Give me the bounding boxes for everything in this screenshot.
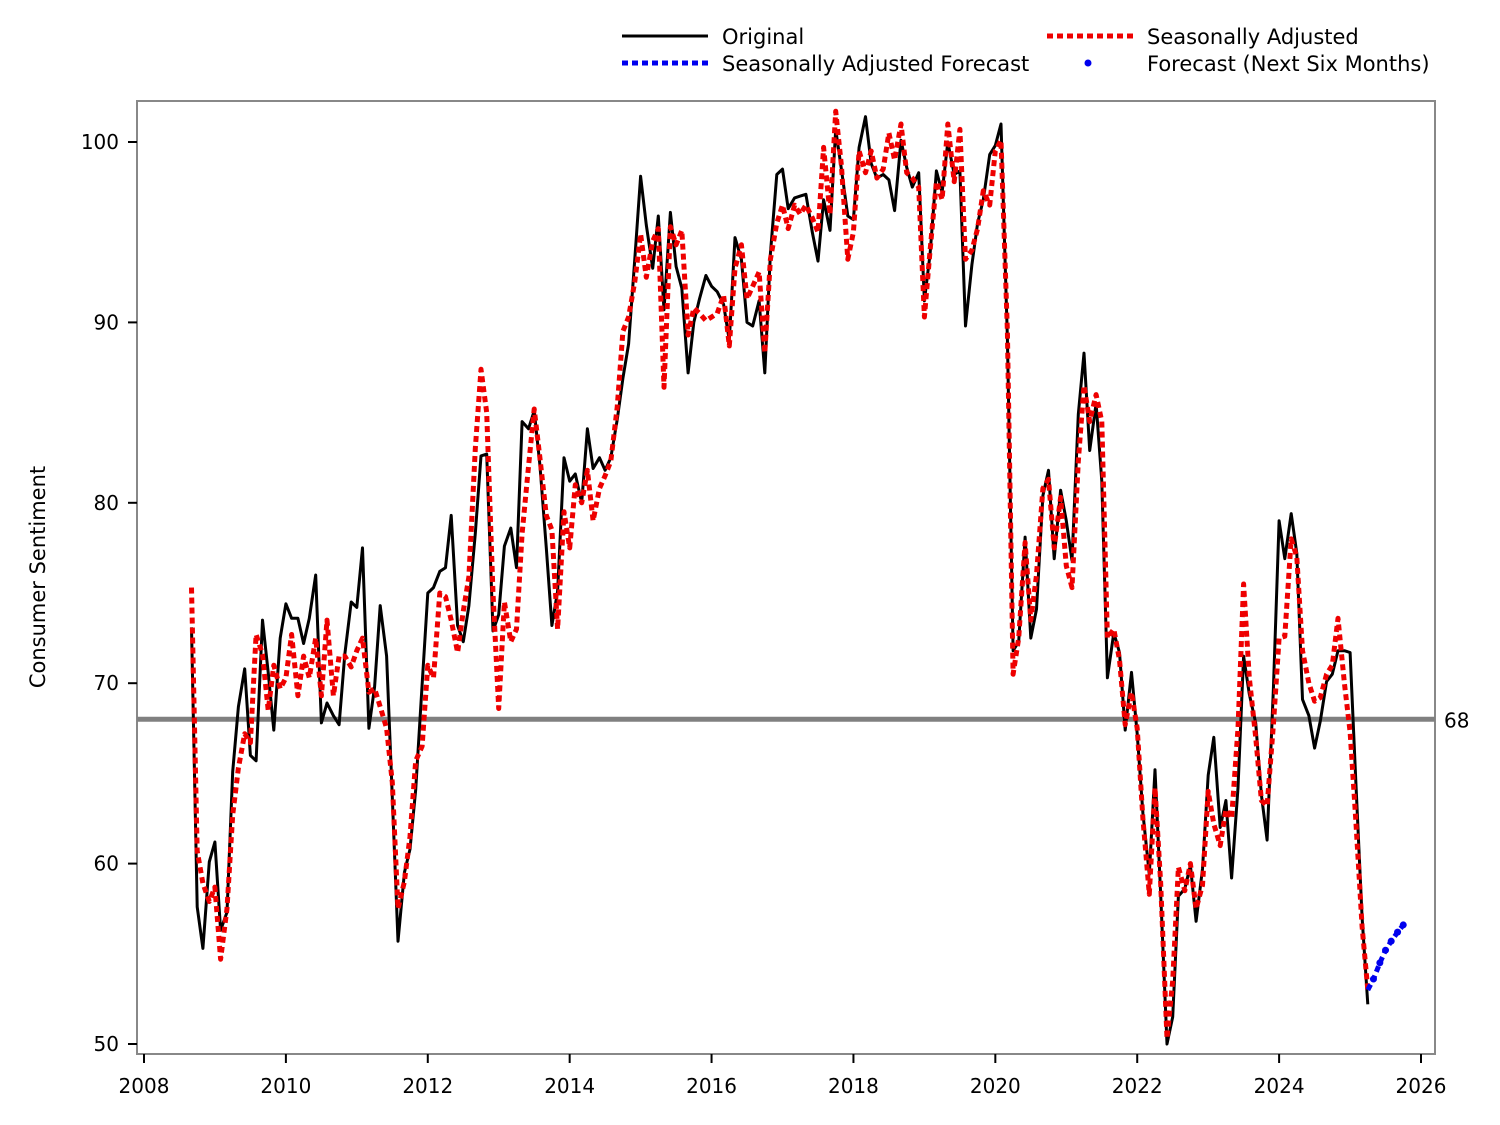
forecast-point (1399, 921, 1407, 929)
y-tick-label: 50 (94, 1032, 119, 1056)
legend: Original Seasonally Adjusted Seasonally … (622, 25, 1430, 76)
reference-line-group: 68 (137, 708, 1469, 732)
x-tick-label: 2024 (1254, 1074, 1305, 1098)
y-tick-label: 60 (94, 852, 119, 876)
reference-line-label: 68 (1444, 708, 1469, 732)
y-tick-label: 100 (81, 130, 119, 154)
x-tick-label: 2018 (828, 1074, 879, 1098)
series-group (189, 108, 1407, 1046)
legend-label-forecast-six-months: Forecast (Next Six Months) (1147, 52, 1430, 76)
x-tick-label: 2008 (119, 1074, 170, 1098)
forecast-point (1382, 946, 1390, 954)
forecast-point (1376, 959, 1384, 967)
x-tick-label: 2014 (544, 1074, 595, 1098)
x-tick-label: 2016 (686, 1074, 737, 1098)
y-axis: 50 60 70 80 90 100 (81, 130, 137, 1056)
plot-frame (136, 100, 1436, 1055)
series-seasonally-adjusted-line (189, 108, 1371, 1042)
forecast-point (1369, 975, 1377, 983)
y-axis-title: Consumer Sentiment (26, 466, 50, 688)
legend-label-original: Original (722, 25, 804, 49)
x-tick-label: 2012 (402, 1074, 453, 1098)
x-tick-label: 2026 (1396, 1074, 1447, 1098)
forecast-point (1394, 928, 1402, 936)
series-original-line (190, 115, 1370, 1046)
forecast-point (1387, 937, 1395, 945)
y-tick-label: 80 (94, 491, 119, 515)
x-tick-label: 2010 (260, 1074, 311, 1098)
legend-label-sa-forecast: Seasonally Adjusted Forecast (722, 52, 1029, 76)
x-tick-label: 2022 (1112, 1074, 1163, 1098)
y-tick-label: 90 (94, 310, 119, 334)
x-tick-label: 2020 (970, 1074, 1021, 1098)
legend-label-seasonally-adjusted: Seasonally Adjusted (1147, 25, 1359, 49)
x-axis: 2008 2010 2012 2014 2016 2018 2020 2022 2024 2026 (119, 1054, 1447, 1098)
y-tick-label: 70 (94, 671, 119, 695)
legend-swatch-forecast-marker (1084, 59, 1092, 67)
